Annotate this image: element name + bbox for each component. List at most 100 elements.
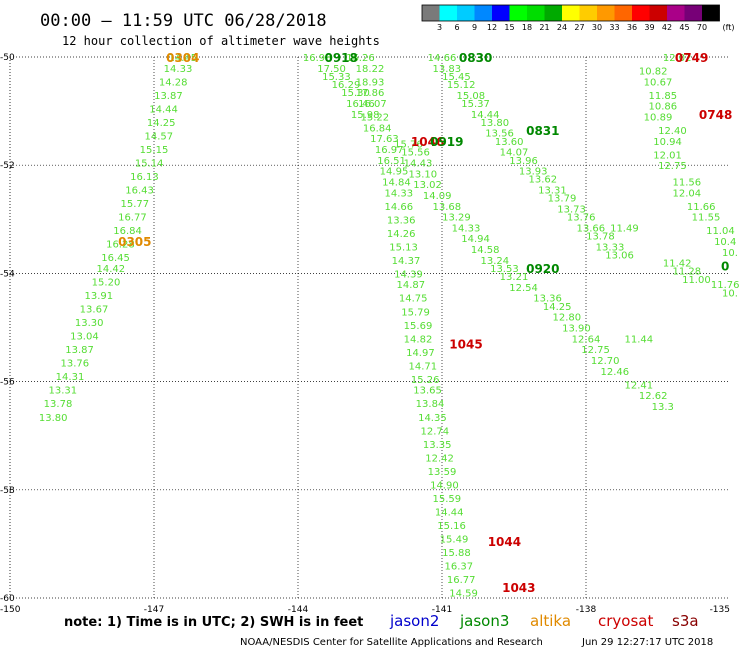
swh-value: 16.84	[113, 226, 142, 237]
swh-value: 14.31	[56, 372, 85, 383]
swh-value: 14.66	[384, 202, 413, 213]
swh-value: 13.56	[485, 129, 514, 140]
swh-value: 17.86	[356, 88, 385, 99]
swh-value: 14.37	[392, 256, 421, 267]
swh-value: 14.35	[418, 413, 447, 424]
swh-value: 14.66	[428, 53, 457, 64]
swh-value: 13.96	[509, 156, 538, 167]
y-tick-label: -50	[0, 53, 15, 63]
swh-value: 14.97	[406, 348, 435, 359]
swh-value: 11.28	[672, 267, 701, 278]
colorbar-swatch	[544, 5, 562, 21]
swh-value: 12.02	[663, 53, 692, 64]
swh-value: 14.75	[399, 294, 428, 305]
pass-time-label: 0919	[430, 135, 463, 149]
swh-value: 13.78	[44, 399, 73, 410]
y-tick-label: -52	[0, 161, 15, 171]
swh-value: 13.31	[538, 186, 567, 197]
swh-value: 11.56	[672, 177, 701, 188]
pass-time-label: 0748	[699, 108, 732, 122]
units-note: note: 1) Time is in UTC; 2) SWH is in fe…	[64, 615, 363, 630]
pass-time-label: 0920	[526, 262, 559, 276]
swh-value: 15.33	[322, 72, 351, 83]
swh-value: 12.70	[591, 356, 620, 367]
swh-value: 16.26	[346, 53, 375, 64]
swh-value: 13.21	[500, 272, 529, 283]
swh-value: 12.80	[552, 313, 581, 324]
satellite-legend: jason2 jason3 altika cryosat s3a	[389, 612, 699, 630]
pass-time-label: 1045	[449, 338, 482, 352]
swh-value: 11.04	[706, 226, 735, 237]
swh-value: 14.33	[452, 223, 481, 234]
swh-value: 14.59	[449, 589, 478, 600]
grid-lines	[10, 56, 730, 599]
swh-value: 14.90	[430, 480, 459, 491]
swh-value: 15.16	[437, 521, 466, 532]
colorbar-swatch	[597, 5, 615, 21]
swh-value: 15.13	[389, 242, 418, 253]
swh-value: 13.10	[408, 169, 437, 180]
swh-value: 12.74	[420, 426, 449, 437]
colorbar-swatch	[492, 5, 510, 21]
colorbar-swatch	[632, 5, 650, 21]
swh-value: 16.43	[125, 186, 154, 197]
swh-value: 13.04	[70, 332, 99, 343]
pass-time-label: 0	[721, 259, 729, 273]
swh-value: 12.46	[600, 367, 629, 378]
colorbar-label: 9	[472, 23, 477, 32]
colorbar-swatch	[614, 5, 632, 21]
pass-time-label: 1043	[502, 581, 535, 595]
pass-time-label: 1046	[411, 135, 444, 149]
x-axis-ticks: -150 -147 -144 -141 -138 -135	[0, 605, 730, 615]
swh-value: 16.84	[363, 123, 392, 134]
pass-time-label: 0831	[526, 124, 559, 138]
swh-value: 13.36	[387, 215, 416, 226]
colorbar-swatch	[702, 5, 720, 21]
swh-value: 13.65	[413, 386, 442, 397]
y-axis-ticks: -50 -52 -54 -56 -58 -60	[0, 53, 15, 604]
swh-value: 15.56	[401, 148, 430, 159]
swh-value: 17.63	[370, 134, 399, 145]
colorbar-label: 21	[539, 23, 549, 32]
swh-value: 16.46	[346, 99, 375, 110]
swh-value: 13.83	[432, 64, 461, 75]
pass-time-label: 0749	[675, 51, 708, 65]
swh-value: 13.30	[75, 318, 104, 329]
swh-value: 14.71	[408, 361, 437, 372]
swh-value: 13.87	[65, 345, 94, 356]
swh-value: 14.95	[380, 167, 409, 178]
swh-value: 12.40	[658, 126, 687, 137]
swh-value: 13.80	[39, 413, 68, 424]
swh-value: 11.00	[682, 275, 711, 286]
swh-value: 13.59	[428, 467, 457, 478]
swh-value: 16.77	[118, 213, 147, 224]
satellite-legend-jason2: jason2	[389, 612, 439, 630]
y-tick-label: -60	[0, 594, 15, 604]
swh-value: 10.89	[644, 113, 673, 124]
colorbar-swatch	[509, 5, 527, 21]
swh-value: 14.26	[387, 229, 416, 240]
colorbar-label: 18	[522, 23, 532, 32]
swh-value: 13.68	[432, 202, 461, 213]
swh-value: 11.49	[610, 223, 639, 234]
x-tick-label: -147	[144, 605, 164, 615]
swh-value: 13.79	[548, 194, 577, 205]
swh-value: 13.62	[528, 175, 557, 186]
swh-value: 11.42	[663, 259, 692, 270]
y-tick-label: -56	[0, 378, 15, 388]
colorbar-label: 27	[574, 23, 584, 32]
swh-value: 14.44	[471, 110, 500, 121]
y-tick-label: -58	[0, 486, 15, 496]
swh-value: 13.53	[490, 264, 519, 275]
swh-value: 10.67	[644, 77, 673, 88]
swh-value: 15.98	[351, 110, 380, 121]
swh-value: 11.85	[648, 91, 677, 102]
x-tick-label: -141	[432, 605, 452, 615]
swh-value: 13.67	[80, 305, 109, 316]
swh-value: 13.76	[567, 213, 596, 224]
pass-time-label: 0918	[324, 51, 357, 65]
swh-value: 16.29	[332, 80, 361, 91]
colorbar-swatch	[439, 5, 457, 21]
swh-value: 14.28	[159, 77, 188, 88]
swh-value: 15.59	[432, 494, 461, 505]
